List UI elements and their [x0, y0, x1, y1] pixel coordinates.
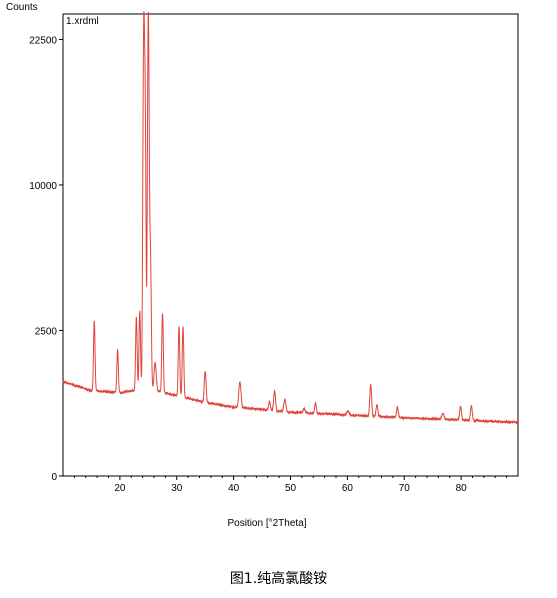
xrd-chart: Counts 1.xrdml Position [°2Theta] 20 30 40…: [6, 2, 519, 529]
x-tick-label: 80: [456, 483, 468, 494]
x-tick-label: 30: [171, 483, 183, 494]
x-tick-label: 50: [285, 483, 297, 494]
y-tick-label: 22500: [29, 35, 57, 46]
x-tick-label: 60: [342, 483, 354, 494]
x-tick-label: 20: [114, 483, 126, 494]
file-label: 1.xrdml: [66, 16, 99, 27]
x-tick-label: 70: [399, 483, 411, 494]
tick-layer: 20 30 40 50 60 70 80 0 2500 10000 22500: [29, 35, 508, 494]
series-line-0: [62, 11, 519, 425]
x-axis-label: Position [°2Theta]: [227, 518, 306, 529]
x-tick-label: 40: [228, 483, 240, 494]
figure-caption: 图1.纯高氯酸铵: [229, 571, 328, 587]
plot-frame: [62, 13, 519, 477]
series-layer: [62, 11, 519, 425]
y-tick-label: 2500: [35, 326, 58, 337]
y-tick-label: 10000: [29, 181, 57, 192]
y-axis-label: Counts: [6, 2, 38, 13]
y-tick-label: 0: [51, 472, 57, 483]
